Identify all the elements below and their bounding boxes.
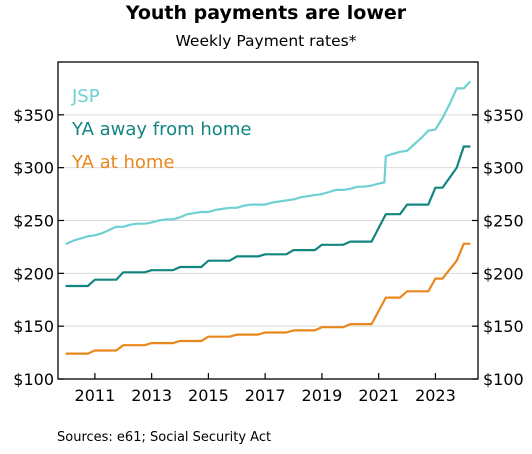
chart-subtitle: Weekly Payment rates* <box>175 32 357 50</box>
series-line-1 <box>65 80 471 245</box>
gridlines <box>58 114 478 327</box>
y-tick-label-left: $300 <box>13 159 54 178</box>
y-tick-label-left: $150 <box>13 317 54 336</box>
x-tick-label: 2017 <box>245 386 286 405</box>
y-tick-label-right: $100 <box>483 370 524 389</box>
series-line-2 <box>65 145 471 288</box>
legend-entry-1: JSP <box>71 86 100 107</box>
y-tick-label-right: $150 <box>483 317 524 336</box>
x-tick-label: 2023 <box>415 386 456 405</box>
x-tick-label: 2019 <box>302 386 343 405</box>
series-line-3 <box>65 242 471 355</box>
legend-entry-3: YA at home <box>71 152 174 173</box>
series-lines <box>65 80 471 355</box>
legend: JSP YA away from home YA at home <box>71 86 251 173</box>
y-tick-label-left: $100 <box>13 370 54 389</box>
y-tick-label-left: $250 <box>13 212 54 231</box>
y-tick-label-right: $200 <box>483 264 524 283</box>
y-tick-label-right: $300 <box>483 159 524 178</box>
x-tick-label: 2011 <box>75 386 116 405</box>
x-tick-label: 2021 <box>358 386 399 405</box>
y-tick-label-right: $350 <box>483 106 524 125</box>
source-note: Sources: e61; Social Security Act <box>57 430 272 445</box>
legend-entry-2: YA away from home <box>71 119 251 140</box>
x-tick-label: 2015 <box>188 386 229 405</box>
x-tick-label: 2013 <box>131 386 172 405</box>
y-tick-label-left: $350 <box>13 106 54 125</box>
axes: $100 $100 $150 $150 $200 $200 $250 $250 $300 $300… <box>13 106 523 405</box>
y-tick-label-left: $200 <box>13 264 54 283</box>
chart-title: Youth payments are lower <box>125 2 407 24</box>
y-tick-label-right: $250 <box>483 212 524 231</box>
